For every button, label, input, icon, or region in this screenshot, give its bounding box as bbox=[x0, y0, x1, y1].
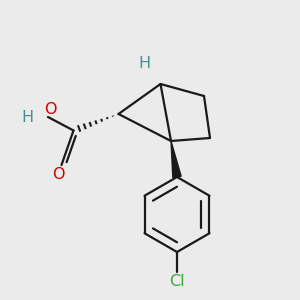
Text: Cl: Cl bbox=[169, 274, 185, 289]
Text: H: H bbox=[138, 56, 150, 70]
Text: O: O bbox=[44, 102, 57, 117]
Text: O: O bbox=[52, 167, 65, 182]
Text: H: H bbox=[21, 110, 33, 124]
Polygon shape bbox=[171, 141, 181, 178]
